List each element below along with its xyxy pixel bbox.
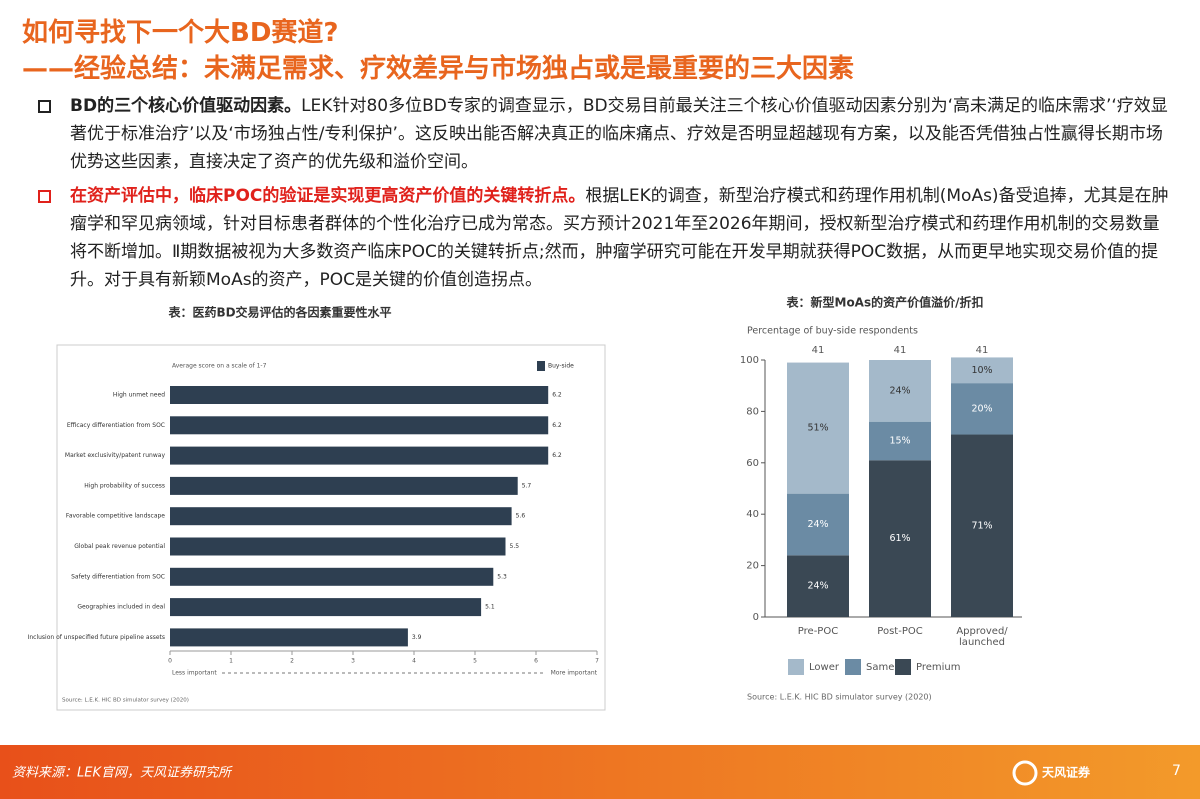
y-tick-label: 40	[746, 509, 759, 520]
footer-source: 资料来源：LEK官网，天风证券研究所	[12, 765, 233, 781]
value-label: 6.2	[552, 392, 562, 399]
x-tick-label: 2	[290, 658, 294, 665]
y-axis-label: Percentage of buy-side respondents	[747, 326, 918, 337]
legend-swatch	[895, 659, 911, 675]
legend-label: Premium	[916, 662, 961, 673]
chart-frame	[56, 344, 606, 711]
value-label: 5.7	[522, 482, 532, 489]
bar	[170, 537, 506, 556]
x-tick-label: 4	[412, 658, 416, 665]
y-tick-label: 80	[746, 406, 759, 417]
bar	[170, 446, 549, 465]
value-label: 61%	[889, 533, 910, 544]
value-label: 6.2	[552, 452, 562, 459]
x-tick-label: 5	[473, 658, 477, 665]
y-tick-label: 0	[753, 612, 759, 623]
value-label: 5.3	[497, 573, 507, 580]
bullet-lead: 在资产评估中，临床POC的验证是实现更高资产价值的关键转折点。	[70, 186, 586, 206]
category-label: High probability of success	[84, 482, 165, 489]
category-label: Favorable competitive landscape	[66, 513, 165, 520]
category-label: Post-POC	[877, 626, 923, 637]
value-label: 5.6	[516, 513, 526, 520]
respondents: 41	[812, 345, 825, 356]
category-label: Safety differentiation from SOC	[71, 573, 165, 580]
bar-segment	[869, 360, 931, 422]
value-label: 20%	[971, 403, 992, 414]
bullet: 在资产评估中，临床POC的验证是实现更高资产价值的关键转折点。根据LEK的调查，…	[38, 182, 1170, 294]
bar-segment	[869, 460, 931, 617]
chart-source: Source: L.E.K. HIC BD simulator survey (…	[62, 698, 189, 704]
x-tick-label: 1	[229, 658, 233, 665]
value-label: 3.9	[412, 634, 422, 641]
value-label: 51%	[807, 423, 828, 434]
footer-band	[0, 745, 1200, 799]
y-tick-label: 60	[746, 458, 759, 469]
category-label: Geographies included in deal	[77, 604, 165, 611]
bar	[170, 507, 512, 526]
bar-segment	[869, 421, 931, 461]
legend-swatch	[845, 659, 861, 675]
respondents: 41	[976, 345, 989, 356]
bar	[170, 567, 494, 586]
category-label: Approved/ launched	[956, 626, 1008, 648]
bar	[170, 628, 408, 647]
bar-segment	[951, 434, 1013, 617]
value-label: 24%	[807, 581, 828, 592]
bullet-icon	[38, 190, 51, 203]
legend-label: Lower	[809, 662, 840, 673]
category-label: Global peak revenue potential	[74, 543, 165, 550]
legend-label: Buy-side	[548, 363, 574, 370]
page-number: 7	[1172, 763, 1181, 779]
category-label: Pre-POC	[797, 626, 839, 637]
footer-brand: 天风证券	[1042, 765, 1091, 780]
x-tick-label: 3	[351, 658, 355, 665]
bar-segment	[787, 555, 849, 617]
value-label: 5.1	[485, 604, 495, 611]
bar-segment	[951, 383, 1013, 435]
category-label: Market exclusivity/patent runway	[65, 452, 166, 459]
legend-swatch	[788, 659, 804, 675]
chart-title: 表：新型MoAs的资产价值溢价/折扣	[786, 295, 984, 310]
legend-label: Same	[866, 662, 894, 673]
value-label: 5.5	[510, 543, 520, 550]
value-label: 10%	[971, 365, 992, 376]
category-label: High unmet need	[113, 392, 165, 399]
category-label: Efficacy differentiation from SOC	[67, 422, 165, 429]
bullet-icon	[38, 100, 51, 113]
x-label-right: More important	[551, 670, 598, 677]
bullet-text: 根据LEK的调查，新型治疗模式和药理作用机制(MoAs)备受追捧，尤其是在肿瘤学…	[70, 186, 1169, 290]
y-tick-label: 100	[740, 355, 759, 366]
chart-source: Source: L.E.K. HIC BD simulator survey (…	[747, 693, 932, 702]
respondents: 41	[894, 345, 907, 356]
bar	[170, 416, 549, 435]
bar-segment	[787, 362, 849, 494]
category-label: Inclusion of unspecified future pipeline…	[28, 634, 165, 641]
bar-segment	[951, 357, 1013, 384]
value-label: 6.2	[552, 422, 562, 429]
x-tick-label: 0	[168, 658, 172, 665]
bar	[170, 386, 549, 404]
x-tick-label: 6	[534, 658, 538, 665]
x-label-left: Less important	[172, 670, 217, 677]
logo-icon	[1012, 760, 1038, 786]
bar	[170, 598, 482, 617]
x-tick-label: 7	[595, 658, 599, 665]
y-tick-label: 20	[746, 561, 759, 572]
value-label: 24%	[889, 385, 910, 396]
chart-subtitle: Average score on a scale of 1-7	[172, 363, 267, 370]
bullet-text: LEK针对80多位BD专家的调查显示，BD交易目前最关注三个核心价值驱动因素分别…	[70, 96, 1168, 172]
value-label: 24%	[807, 519, 828, 530]
bullet: BD的三个核心价值驱动因素。LEK针对80多位BD专家的调查显示，BD交易目前最…	[38, 92, 1170, 176]
slide-title: 如何寻找下一个大BD赛道?	[22, 18, 339, 48]
legend-swatch	[537, 361, 545, 371]
bar	[170, 476, 518, 495]
value-label: 71%	[971, 520, 992, 531]
chart-title: 表：医药BD交易评估的各因素重要性水平	[167, 305, 391, 320]
bar-segment	[787, 493, 849, 556]
value-label: 15%	[889, 435, 910, 446]
bullet-lead: BD的三个核心价值驱动因素。	[70, 96, 302, 116]
slide-subtitle: ——经验总结：未满足需求、疗效差异与市场独占或是最重要的三大因素	[22, 54, 855, 84]
